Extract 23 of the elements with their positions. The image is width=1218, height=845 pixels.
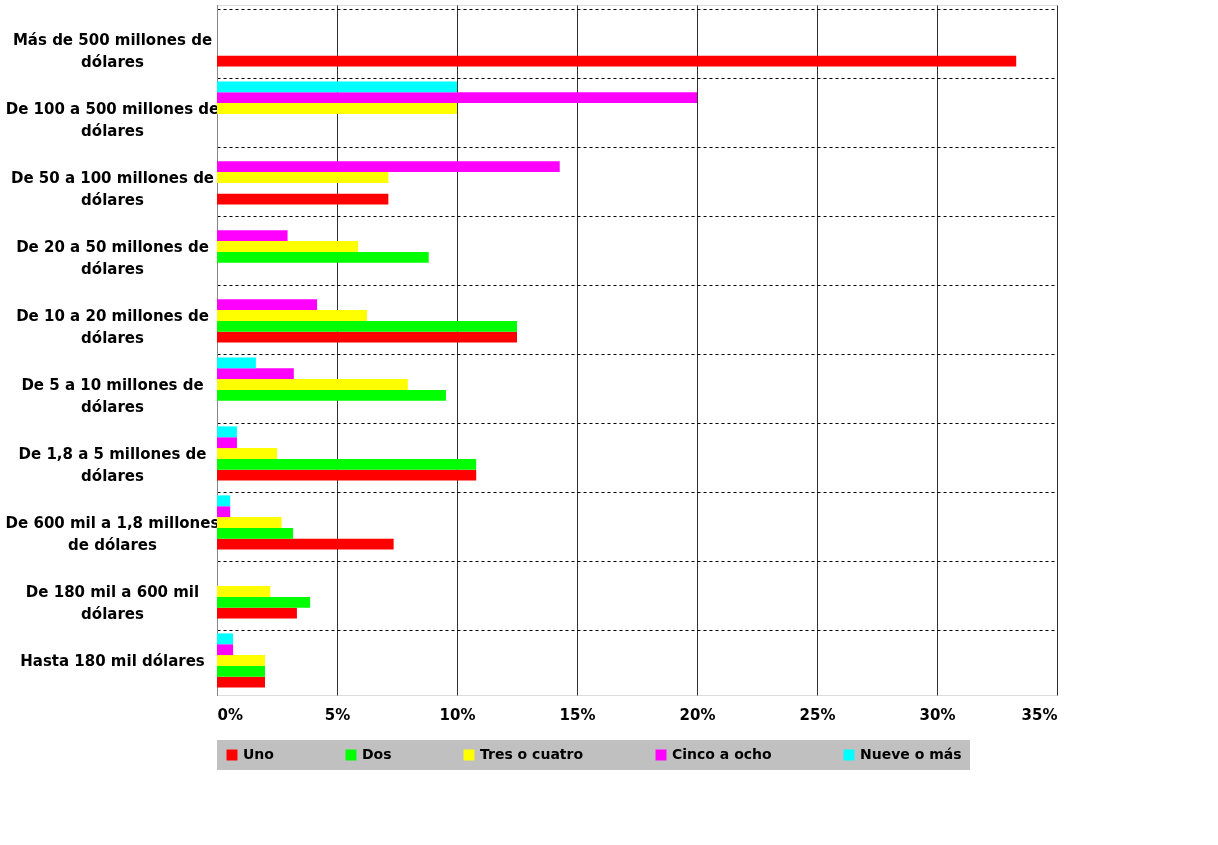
y-tick-label: De 600 mil a 1,8 millones de dólares: [5, 513, 220, 554]
y-tick-label: De 180 mil a 600 mil dólares: [25, 582, 200, 623]
y-tick-label: De 5 a 10 millones de dólares: [21, 375, 204, 416]
x-tick-label: 15%: [559, 705, 596, 724]
x-tick-label: 0%: [217, 705, 243, 724]
legend-label: Dos: [362, 746, 392, 762]
legend-label: Uno: [243, 746, 275, 762]
x-tick-label: 30%: [919, 705, 956, 724]
y-tick-label: Más de 500 millones de dólares: [12, 30, 213, 71]
y-tick-label: Hasta 180 mil dólares: [20, 651, 205, 670]
y-tick-label: De 10 a 20 millones de dólares: [16, 306, 209, 347]
x-tick-label: 5%: [324, 705, 351, 724]
y-tick-label: De 100 a 500 millones de dólares: [5, 99, 220, 140]
y-tick-label: De 50 a 100 millones de dólares: [10, 168, 215, 209]
x-tick-label: 20%: [679, 705, 716, 724]
y-tick-label: De 20 a 50 millones de dólares: [16, 237, 209, 278]
x-tick-label: 25%: [799, 705, 836, 724]
legend-label: Cinco a ocho: [672, 746, 773, 762]
x-tick-label: 35%: [1021, 705, 1058, 724]
y-tick-label: De 1,8 a 5 millones de dólares: [18, 444, 207, 485]
legend-label: Nueve o más: [860, 746, 962, 762]
legend-label: Tres o cuatro: [480, 746, 584, 762]
x-tick-label: 10%: [439, 705, 476, 724]
